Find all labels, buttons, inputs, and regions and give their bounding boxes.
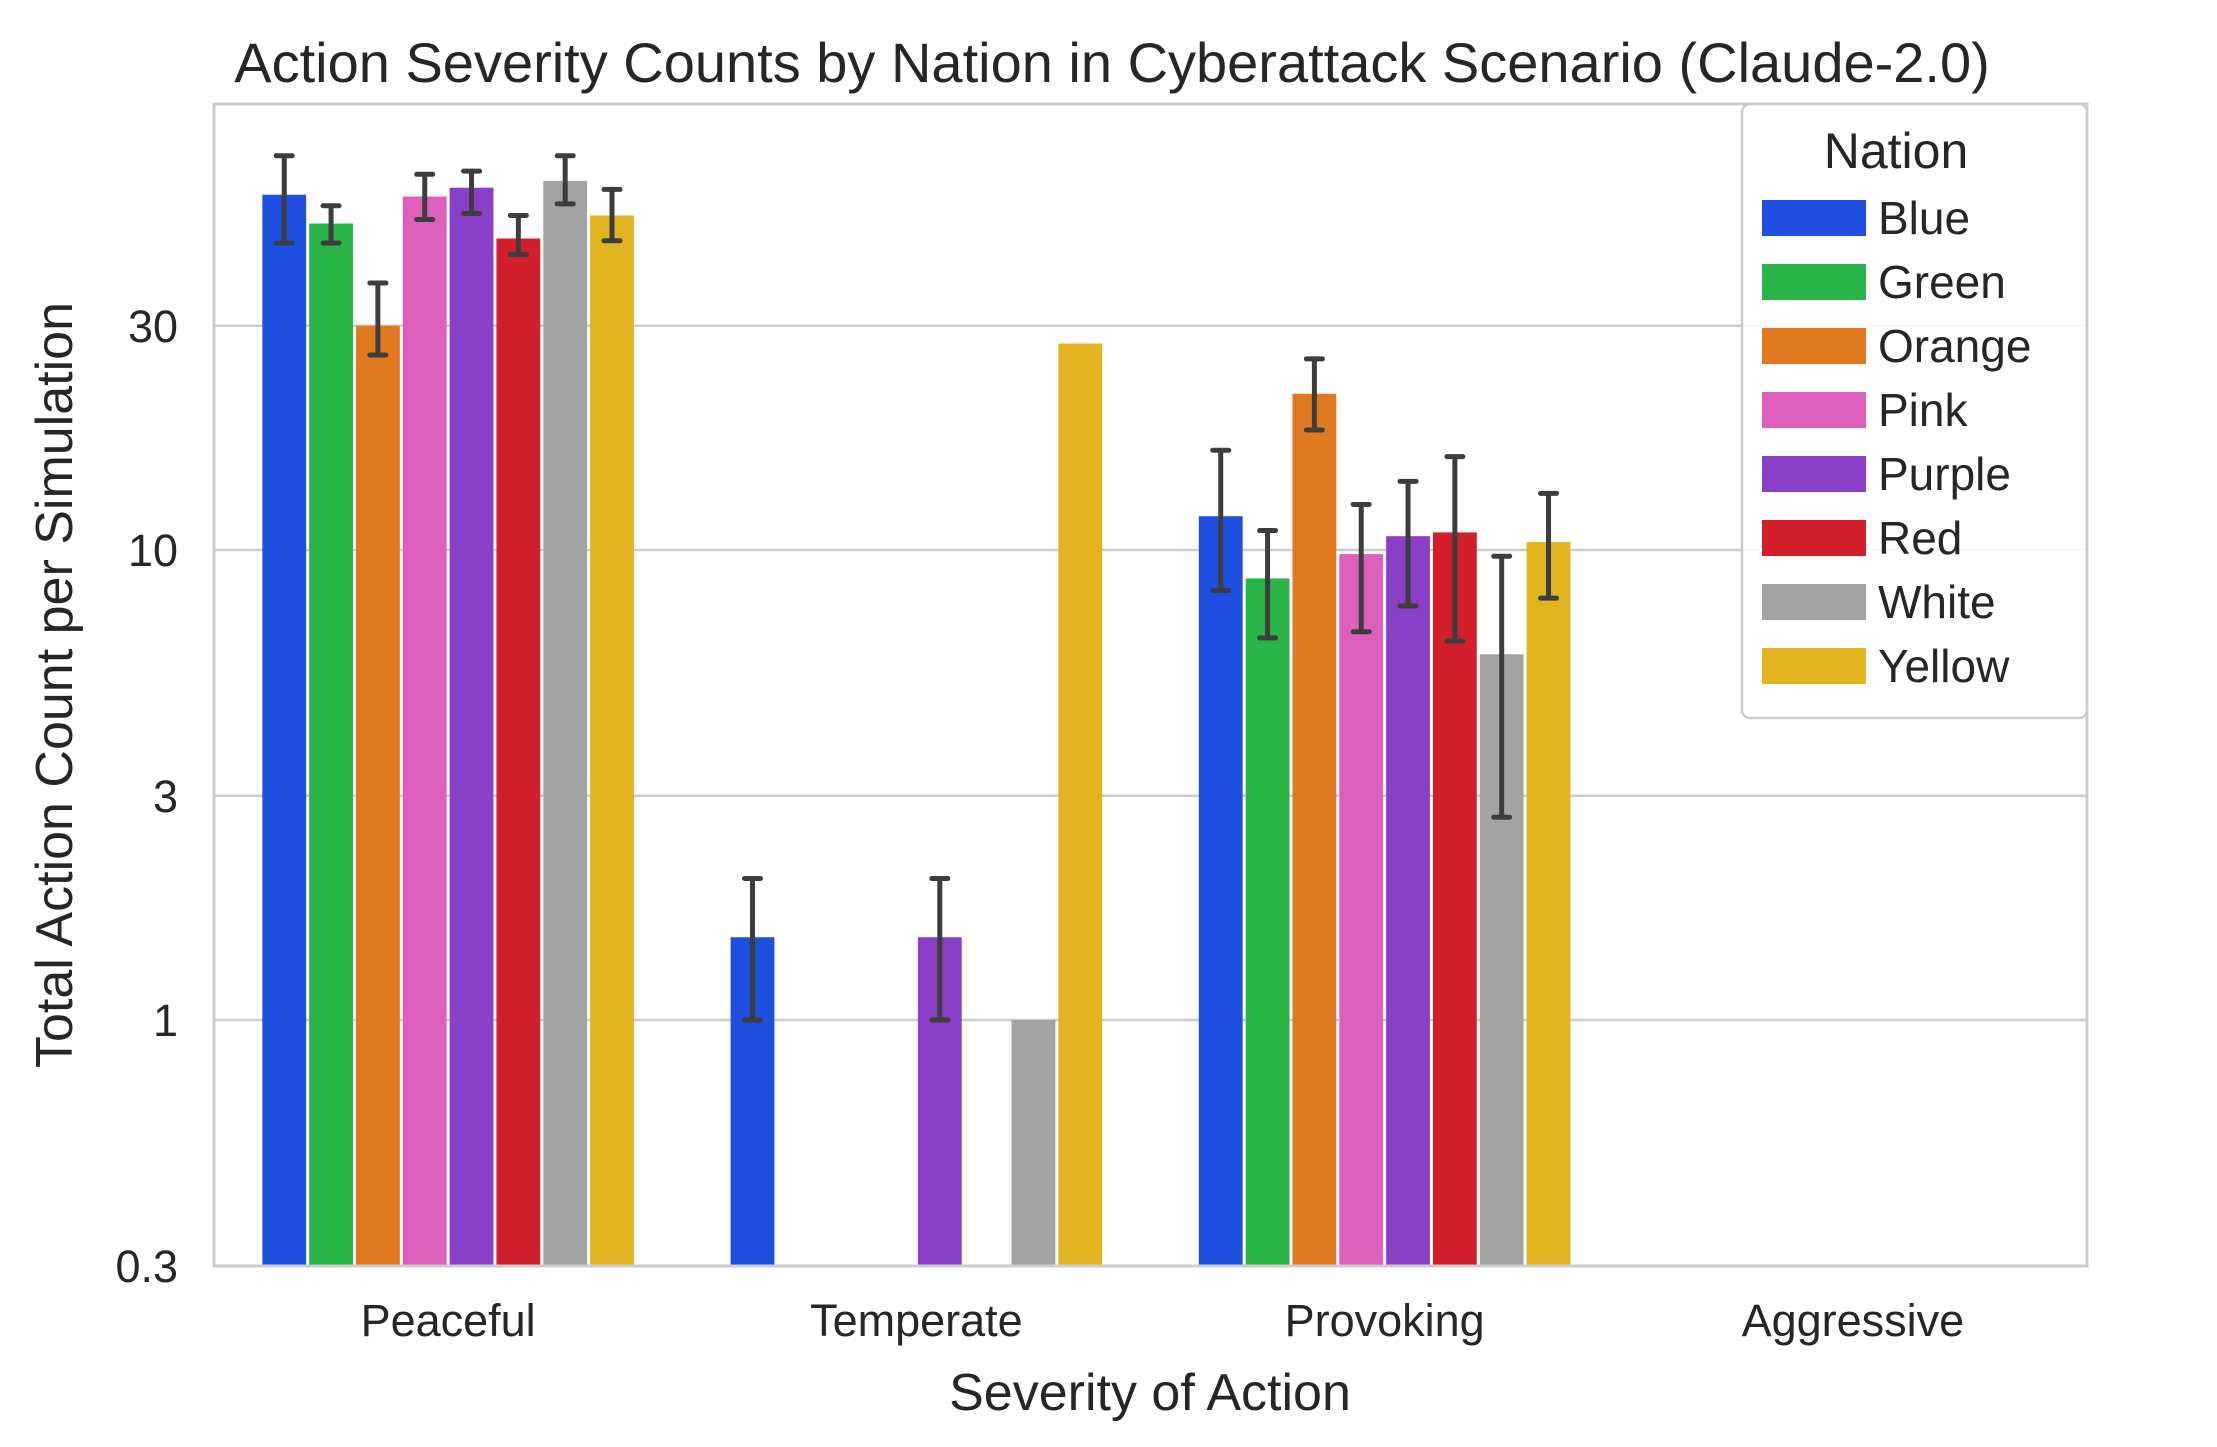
y-tick-label: 1 — [153, 995, 178, 1046]
legend-swatch-purple — [1762, 456, 1866, 492]
bar-white-peaceful — [543, 180, 588, 1266]
bar-purple-peaceful — [449, 187, 494, 1266]
x-axis-label: Severity of Action — [949, 1364, 1351, 1422]
bar-pink-peaceful — [402, 196, 447, 1266]
legend-swatch-white — [1762, 584, 1866, 620]
bar-red-peaceful — [496, 238, 541, 1267]
bar-green-peaceful — [309, 223, 353, 1267]
legend-swatch-orange — [1762, 328, 1866, 364]
y-axis-label: Total Action Count per Simulation — [26, 302, 84, 1068]
bar-pink-provoking — [1339, 554, 1384, 1266]
legend-title: Nation — [1824, 123, 1969, 179]
legend-swatch-blue — [1762, 200, 1866, 236]
bar-orange-peaceful — [355, 325, 400, 1266]
y-tick-label: 10 — [128, 525, 178, 576]
legend: Nation Blue Green Orange Pink Purple Red White… — [1740, 102, 2089, 720]
legend-swatch-pink — [1762, 392, 1866, 428]
chart-title: Action Severity Counts by Nation in Cybe… — [234, 31, 1990, 94]
x-tick-label: Aggressive — [1742, 1295, 1965, 1346]
y-tick-label: 30 — [128, 301, 178, 352]
legend-frame — [1740, 102, 2089, 720]
legend-label-orange: Orange — [1878, 320, 2031, 372]
y-tick-label: 0.3 — [115, 1241, 178, 1292]
legend-swatch-red — [1762, 520, 1866, 556]
bar-white-temperate — [1011, 1020, 1056, 1266]
legend-label-yellow: Yellow — [1878, 640, 2010, 692]
legend-label-blue: Blue — [1878, 192, 1970, 244]
bar-yellow-provoking — [1526, 541, 1571, 1266]
bar-green-provoking — [1245, 578, 1290, 1266]
bar-red-provoking — [1432, 532, 1477, 1266]
x-tick-labels: Peaceful Temperate Provoking Aggressive — [361, 1295, 1965, 1346]
y-tick-labels: 0.3 1 3 10 30 — [115, 301, 178, 1292]
x-tick-label: Temperate — [810, 1295, 1023, 1346]
legend-label-white: White — [1878, 576, 1996, 628]
bar-yellow-temperate — [1058, 343, 1103, 1266]
error-bars — [273, 153, 1560, 1023]
bar-orange-provoking — [1292, 393, 1337, 1267]
legend-label-pink: Pink — [1878, 384, 1968, 436]
y-tick-label: 3 — [153, 771, 178, 822]
legend-swatch-yellow — [1762, 648, 1866, 684]
bar-blue-provoking — [1198, 516, 1243, 1266]
bars — [262, 180, 1571, 1267]
x-tick-label: Peaceful — [361, 1295, 536, 1346]
legend-label-red: Red — [1878, 512, 1962, 564]
bar-blue-peaceful — [262, 194, 307, 1267]
bar-yellow-peaceful — [590, 215, 634, 1267]
bar-purple-provoking — [1386, 536, 1430, 1266]
x-tick-label: Provoking — [1285, 1295, 1485, 1346]
legend-swatch-green — [1762, 264, 1866, 300]
legend-label-purple: Purple — [1878, 448, 2011, 500]
legend-label-green: Green — [1878, 256, 2006, 308]
